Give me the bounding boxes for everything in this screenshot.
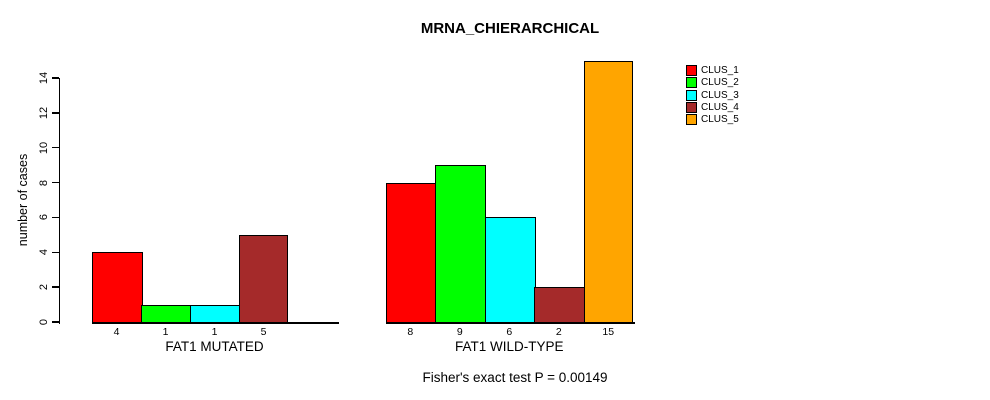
bar-clus_4	[239, 234, 288, 324]
y-axis-tick	[51, 112, 59, 114]
fisher-test-annotation: Fisher's exact test P = 0.00149	[422, 370, 608, 385]
chart-title: MRNA_CHIERARCHICAL	[420, 20, 600, 37]
bar-value-label: 2	[555, 325, 562, 338]
bar-value-label: 4	[113, 325, 120, 338]
x-axis-group-label: FAT1 MUTATED	[165, 339, 264, 354]
y-axis-tick-label: 2	[38, 284, 50, 291]
bar-value-label: 15	[602, 325, 615, 338]
x-axis-line	[385, 322, 635, 324]
bar-value-label: 6	[506, 325, 513, 338]
bar-clus_3	[484, 217, 536, 324]
legend-swatch-clus_2	[686, 77, 697, 89]
legend-label: CLUS_3	[701, 89, 739, 101]
legend-item: CLUS_2	[686, 77, 739, 89]
y-axis-tick-label: 8	[38, 179, 50, 186]
legend-item: CLUS_4	[686, 101, 739, 113]
y-axis-tick	[51, 286, 59, 288]
bar-clus_1	[92, 252, 143, 324]
legend-swatch-clus_3	[686, 89, 697, 101]
y-axis-tick-label: 6	[38, 214, 50, 221]
legend-label: CLUS_5	[701, 114, 739, 126]
bar-clus_2	[435, 165, 486, 324]
y-axis-tick	[51, 216, 59, 219]
bar-value-label: 1	[211, 325, 218, 338]
y-axis-tick	[51, 251, 59, 254]
legend-item: CLUS_3	[686, 89, 739, 101]
x-axis-line	[92, 322, 339, 324]
legend-label: CLUS_1	[701, 65, 739, 76]
y-axis-line	[58, 78, 60, 324]
bar-value-label: 9	[456, 325, 463, 338]
legend-label: CLUS_4	[701, 101, 739, 113]
x-axis-group-label: FAT1 WILD-TYPE	[454, 339, 564, 354]
bar-clus_5	[583, 60, 633, 324]
bar-value-label: 8	[407, 325, 414, 338]
bar-value-label: 1	[162, 325, 169, 338]
bar-clus_1	[385, 182, 437, 324]
bar-clus_2	[141, 304, 192, 324]
legend-item: CLUS_5	[686, 114, 739, 126]
bar-value-label: 5	[260, 325, 267, 338]
legend-label: CLUS_2	[701, 77, 739, 89]
legend-swatch-clus_5	[686, 114, 697, 126]
y-axis-tick-label: 12	[38, 106, 50, 119]
legend: CLUS_1 CLUS_2 CLUS_3 CLUS_4 CLUS_5	[686, 65, 776, 135]
y-axis-tick-label: 4	[38, 249, 50, 256]
bar-clus_4	[534, 287, 585, 324]
y-axis-tick	[51, 77, 59, 79]
y-axis-tick	[51, 321, 59, 323]
y-axis-tick	[51, 146, 59, 149]
legend-item: CLUS_1	[686, 65, 739, 76]
y-axis-tick-label: 10	[38, 141, 50, 154]
legend-swatch-clus_4	[686, 101, 697, 113]
legend-swatch-clus_1	[686, 65, 697, 76]
y-axis-tick	[51, 181, 59, 184]
y-axis-tick-label: 14	[38, 71, 50, 85]
bar-clus_3	[190, 304, 241, 324]
y-axis-tick-label: 0	[38, 318, 50, 326]
